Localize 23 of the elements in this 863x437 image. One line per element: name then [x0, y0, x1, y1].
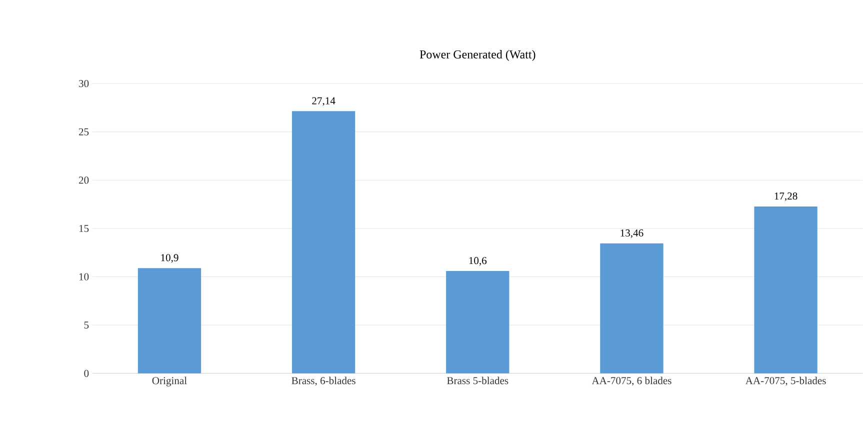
data-label: 10,9: [161, 254, 178, 263]
data-label: 13,46: [620, 229, 644, 238]
y-tick-label: 5: [84, 322, 89, 329]
data-label: 10,6: [469, 256, 487, 266]
x-tick-label: Brass, 6-blades: [292, 376, 356, 386]
chart-title: Power Generated (Watt): [420, 50, 536, 61]
y-tick-label: 25: [78, 128, 89, 136]
x-tick-label: AA-7075, 5-blades: [745, 376, 826, 386]
bar: [600, 243, 664, 374]
bar: [292, 111, 356, 374]
x-tick-label: Brass 5-blades: [447, 376, 508, 384]
y-tick-label: 0: [84, 370, 89, 377]
y-tick-label: 30: [79, 80, 89, 88]
x-tick-label: AA-7075, 6 blades: [592, 376, 672, 386]
x-tick-label: Original: [152, 376, 187, 386]
bar: [138, 268, 202, 374]
y-tick-label: 10: [79, 273, 89, 280]
bar: [754, 206, 818, 374]
bar: [446, 270, 510, 374]
data-label: 17,28: [774, 192, 798, 202]
y-tick-label: 15: [79, 224, 89, 232]
data-label: 27,14: [312, 97, 336, 106]
y-tick-label: 20: [78, 176, 89, 184]
